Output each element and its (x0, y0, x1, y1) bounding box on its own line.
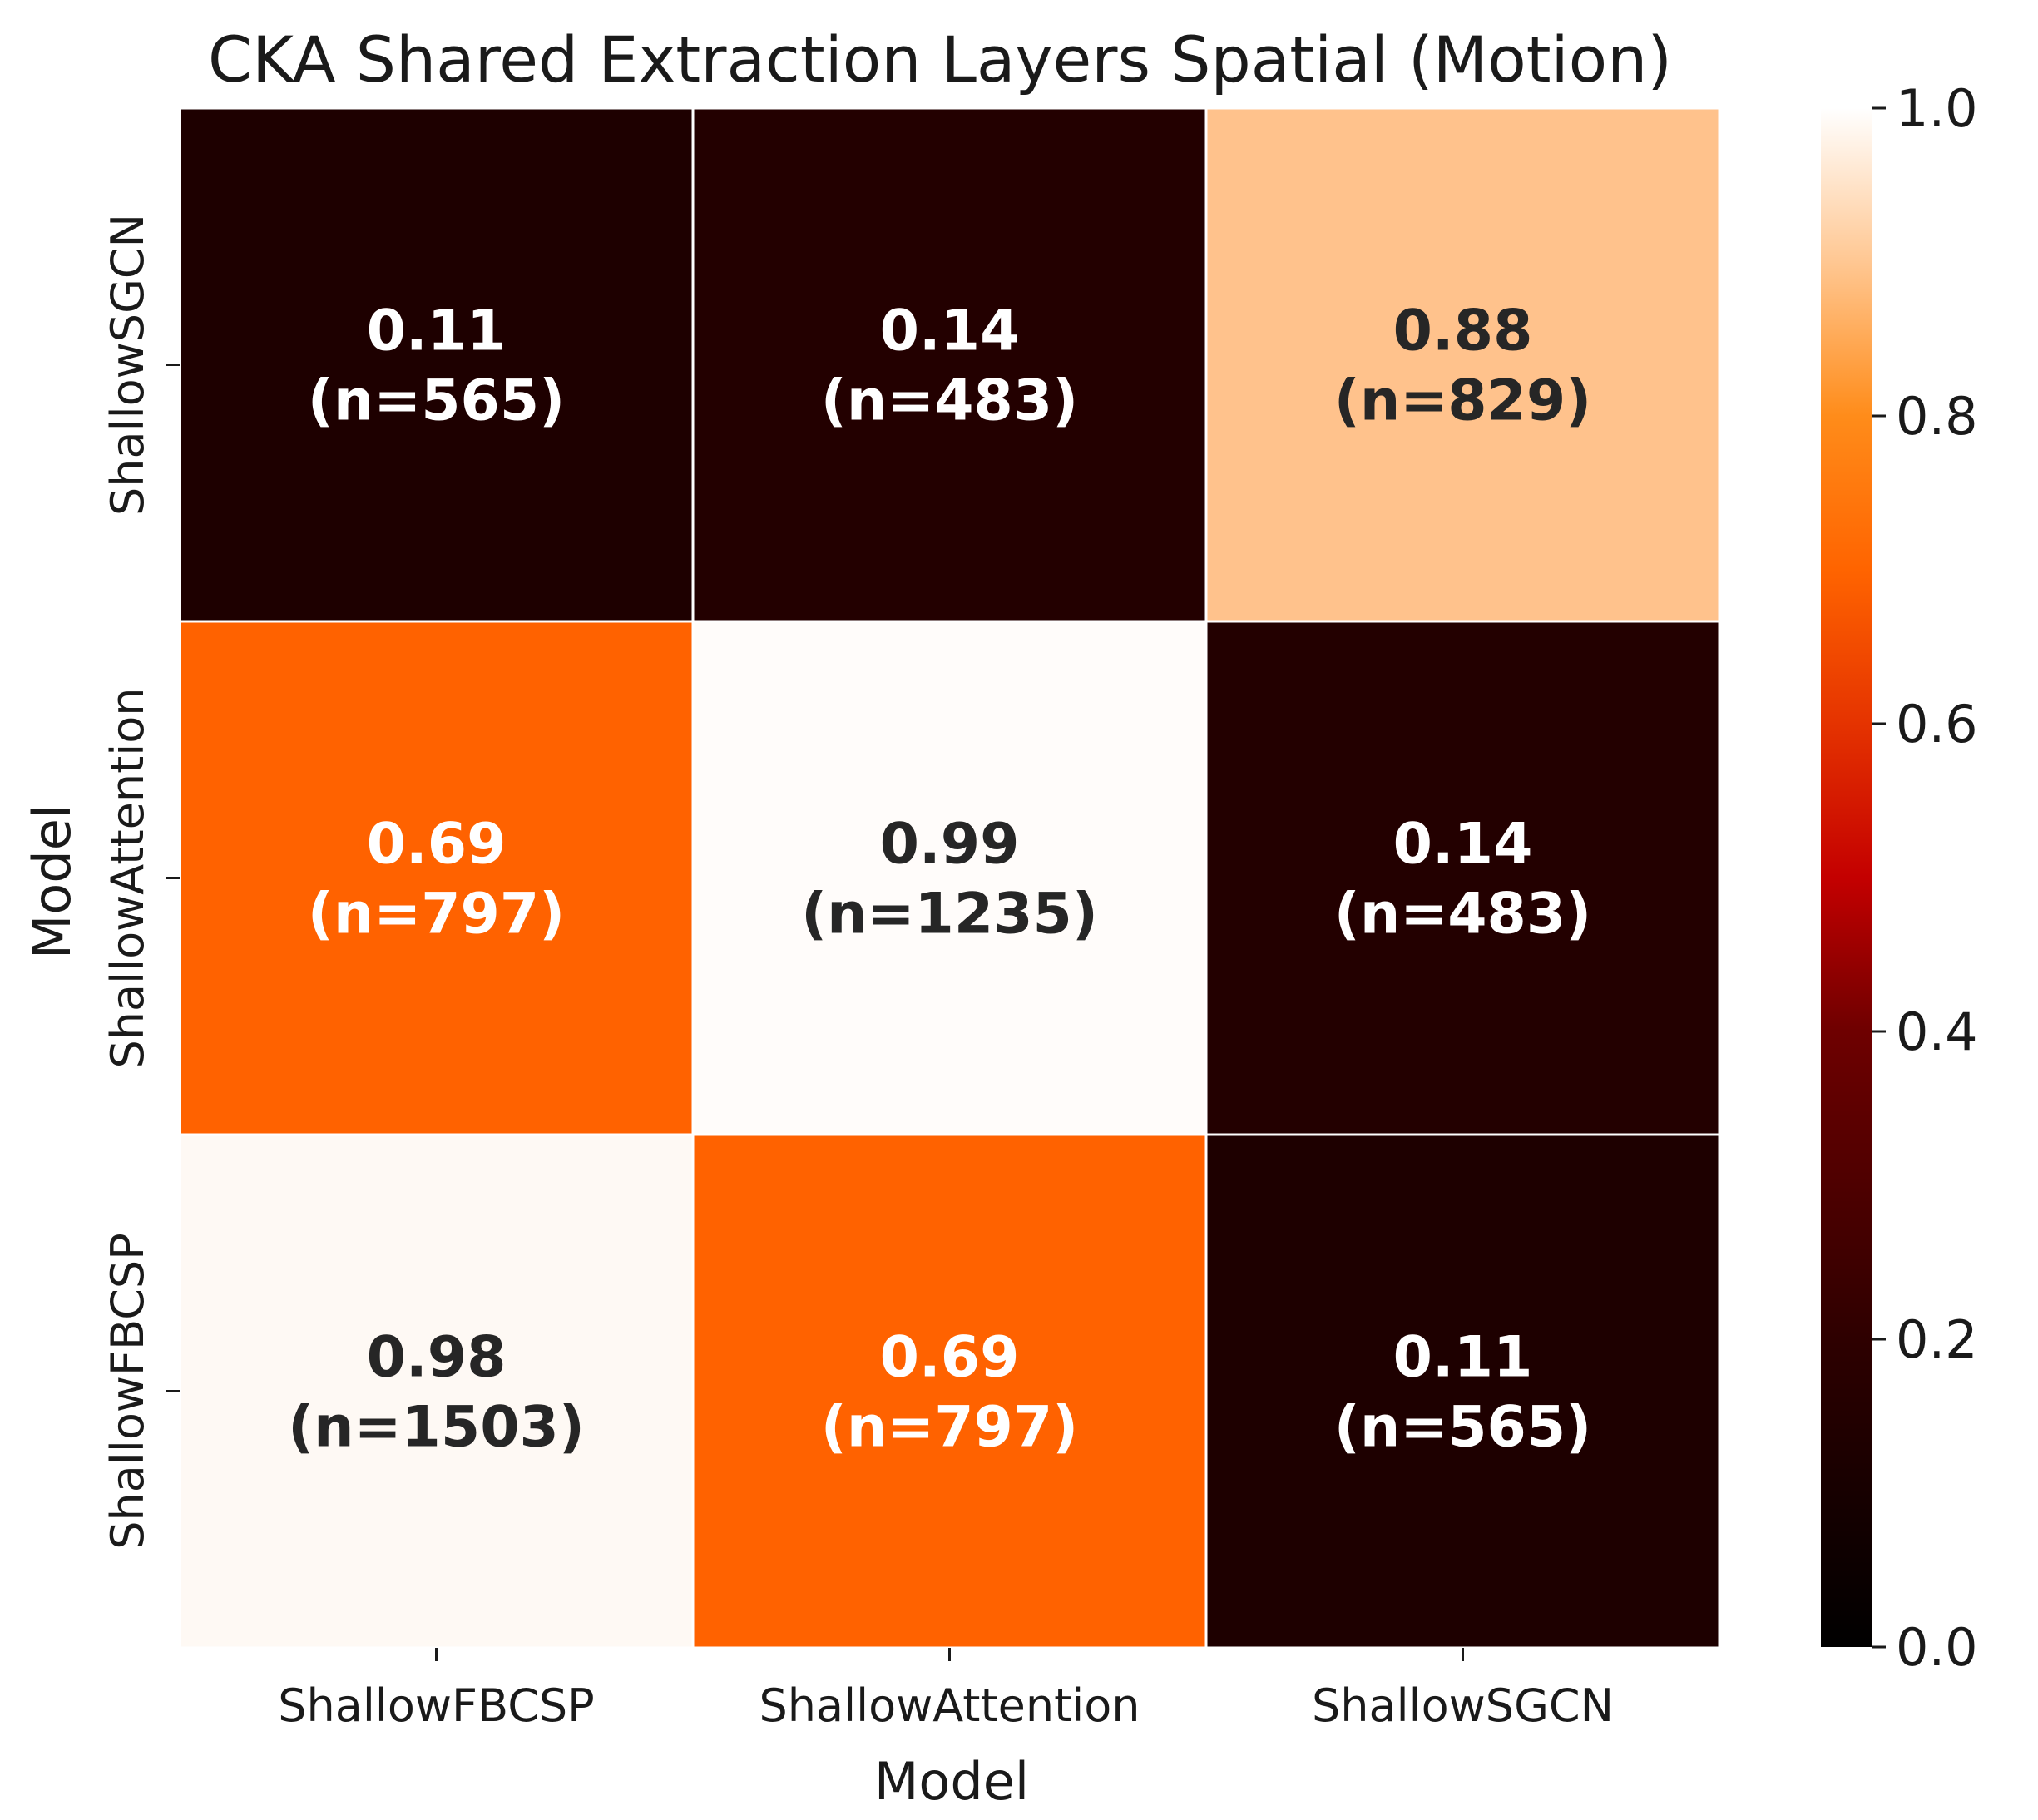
colorbar-ticks: 0.0 0.2 0.4 0.6 0.8 1.0 (1872, 78, 1978, 1678)
cell-value-label: 0.88 (1393, 299, 1533, 364)
y-tick-label: ShallowSGCN (101, 214, 154, 516)
cell-count-label: (n=483) (1334, 882, 1592, 947)
cell-count-label: (n=565) (1334, 1395, 1592, 1461)
heatmap-cell (1204, 106, 1721, 623)
heatmap-cell (1204, 620, 1721, 1136)
cell-count-label: (n=797) (821, 1395, 1079, 1461)
x-tick-label: ShallowFBCSP (278, 1679, 595, 1732)
colorbar (1821, 108, 1872, 1647)
colorbar-tick-label: 0.4 (1896, 1001, 1978, 1062)
chart-title: CKA Shared Extraction Layers Spatial (Mo… (208, 22, 1672, 96)
cell-value-label: 0.11 (367, 299, 507, 364)
colorbar-tick-label: 0.0 (1896, 1617, 1978, 1678)
cell-count-label: (n=1235) (801, 882, 1098, 947)
cell-count-label: (n=483) (821, 368, 1079, 434)
heatmap-cell (691, 106, 1208, 623)
heatmap-cell (691, 1133, 1208, 1649)
colorbar-tick-label: 1.0 (1896, 78, 1978, 139)
cell-value-label: 0.98 (367, 1325, 507, 1391)
cell-count-label: (n=565) (308, 368, 566, 434)
x-axis-label: Model (874, 1751, 1029, 1812)
heatmap-cell (691, 620, 1208, 1136)
heatmap-cell-labels: 0.11(n=565)0.14(n=483)0.88(n=829)0.69(n=… (288, 299, 1591, 1461)
heatmap-cell (1204, 1133, 1721, 1649)
cell-value-label: 0.69 (880, 1325, 1020, 1391)
x-axis-ticks: ShallowFBCSP ShallowAttention ShallowSGCN (278, 1648, 1614, 1732)
colorbar-tick-label: 0.8 (1896, 386, 1978, 447)
cell-value-label: 0.69 (367, 812, 507, 878)
cell-count-label: (n=829) (1334, 368, 1592, 434)
heatmap-cell (178, 620, 695, 1136)
cell-value-label: 0.14 (1393, 812, 1533, 878)
cell-value-label: 0.14 (880, 299, 1020, 364)
cell-count-label: (n=797) (308, 882, 566, 947)
y-tick-label: ShallowAttention (101, 687, 154, 1068)
x-tick-label: ShallowSGCN (1312, 1679, 1614, 1732)
cell-value-label: 0.11 (1393, 1325, 1533, 1391)
y-axis-ticks: ShallowSGCN ShallowAttention ShallowFBCSP (101, 214, 180, 1550)
colorbar-tick-label: 0.6 (1896, 694, 1978, 754)
y-axis-label: Model (22, 804, 82, 959)
cell-value-label: 0.99 (880, 812, 1020, 878)
heatmap-cells (178, 106, 1721, 1649)
heatmap-cell (178, 1133, 695, 1649)
colorbar-tick-label: 0.2 (1896, 1309, 1978, 1370)
cell-count-label: (n=1503) (288, 1395, 585, 1461)
x-tick-label: ShallowAttention (759, 1679, 1140, 1732)
heatmap-cell (178, 106, 695, 623)
y-tick-label: ShallowFBCSP (101, 1233, 154, 1550)
